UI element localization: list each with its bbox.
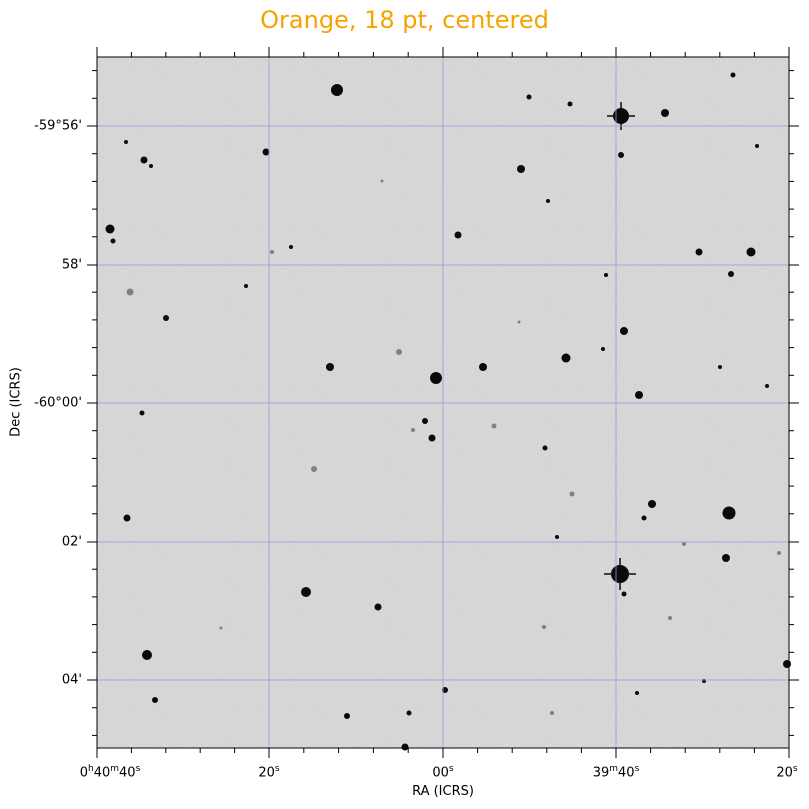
faint-star: [270, 250, 274, 254]
y-tick-label: -59°56': [34, 118, 82, 134]
faint-star: [491, 423, 497, 429]
faint-star: [219, 626, 223, 630]
faint-star: [550, 711, 554, 715]
star: [401, 743, 409, 751]
star: [374, 603, 382, 611]
star: [728, 271, 734, 277]
star: [244, 284, 248, 288]
star: [517, 165, 525, 173]
star: [454, 231, 462, 239]
star: [422, 418, 428, 424]
y-tick-label: 02': [61, 534, 82, 550]
star: [765, 384, 769, 388]
x-tick-label: 00s: [432, 764, 454, 781]
star: [428, 434, 436, 442]
star: [621, 591, 627, 597]
star: [783, 660, 791, 668]
star: [140, 156, 148, 164]
star: [105, 224, 115, 234]
faint-star: [411, 428, 415, 432]
star: [139, 410, 145, 416]
faint-star: [126, 288, 134, 296]
star: [618, 152, 624, 158]
star: [289, 245, 293, 249]
star: [262, 148, 270, 156]
x-axis-title: RA (ICRS): [412, 784, 474, 799]
star: [142, 650, 152, 660]
sky-image: [97, 57, 791, 751]
faint-star: [777, 551, 781, 555]
faint-star: [380, 179, 384, 183]
x-tick-label: 39m40s: [592, 764, 640, 781]
faint-star: [569, 491, 575, 497]
star: [430, 372, 442, 384]
y-tick-label: 58': [61, 257, 82, 273]
star: [746, 247, 756, 257]
star: [163, 315, 169, 321]
star: [123, 514, 131, 522]
star: [722, 506, 736, 520]
faint-star: [311, 466, 317, 472]
x-tick-label: 20s: [776, 764, 798, 781]
faint-star: [542, 625, 546, 629]
y-axis-title: Dec (ICRS): [8, 367, 24, 437]
star: [604, 273, 608, 277]
y-tick-label: -60°00': [34, 395, 82, 411]
faint-star: [517, 320, 521, 324]
star: [124, 140, 128, 144]
star: [718, 365, 722, 369]
star: [301, 587, 311, 597]
star: [695, 248, 703, 256]
star: [730, 72, 736, 78]
star: [152, 697, 158, 703]
star: [149, 164, 153, 168]
star: [326, 363, 334, 371]
star: [406, 710, 412, 716]
figure-title: Orange, 18 pt, centered: [260, 6, 549, 34]
star: [601, 347, 605, 351]
star: [344, 713, 350, 719]
star: [755, 144, 759, 148]
star: [641, 515, 647, 521]
star: [722, 554, 730, 562]
star: [526, 94, 532, 100]
axes-frame: [87, 47, 799, 758]
faint-star: [682, 542, 686, 546]
star: [542, 445, 548, 451]
faint-star: [396, 349, 402, 355]
star: [546, 199, 550, 203]
star: [561, 353, 571, 363]
star: [635, 391, 643, 399]
x-tick-label: 20s: [258, 764, 280, 781]
star: [661, 109, 669, 117]
star: [567, 101, 573, 107]
faint-star: [668, 616, 672, 620]
star: [479, 363, 487, 371]
star: [635, 691, 639, 695]
x-tick-label: 0h40m40s: [79, 764, 141, 781]
star: [555, 535, 559, 539]
star: [620, 327, 628, 335]
star: [648, 500, 656, 508]
star: [110, 238, 116, 244]
star: [331, 84, 343, 96]
y-tick-label: 04': [61, 672, 82, 688]
